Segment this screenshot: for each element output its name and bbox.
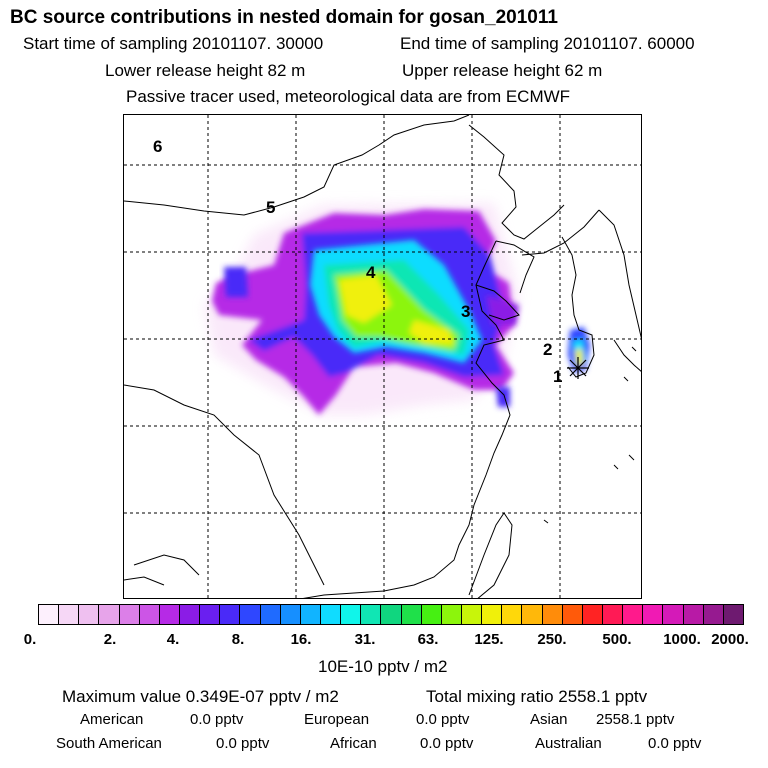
- map-panel: 1 2 3 4 5 6: [123, 114, 642, 599]
- colorbar-tick: 250.: [537, 631, 567, 648]
- asian-label: Asian: [530, 711, 568, 728]
- colorbar-segment: [39, 605, 60, 624]
- colorbar-segment: [341, 605, 362, 624]
- colorbar-tick: 2.: [103, 631, 117, 648]
- colorbar-tick: 8.: [231, 631, 245, 648]
- australian-label: Australian: [535, 735, 602, 752]
- colorbar-segment: [723, 605, 743, 624]
- colorbar-tick: 2000.: [711, 631, 749, 648]
- colorbar-segment: [99, 605, 120, 624]
- max-value-text: Maximum value 0.349E-07 pptv / m2: [62, 687, 339, 706]
- colorbar-segment: [683, 605, 704, 624]
- korea-hotspot: [568, 327, 590, 373]
- tracer-note: Passive tracer used, meteorological data…: [126, 87, 571, 106]
- page-title: BC source contributions in nested domain…: [10, 7, 558, 28]
- south-american-value: 0.0 pptv: [216, 735, 270, 752]
- colorbar-segment: [461, 605, 483, 624]
- colorbar-segment: [623, 605, 644, 624]
- colorbar-tick: 0.: [23, 631, 37, 648]
- lat-lon-grid: [124, 115, 641, 598]
- colorbar-segment: [562, 605, 583, 624]
- colorbar-segment: [220, 605, 241, 624]
- colorbar-segment: [260, 605, 281, 624]
- colorbar-segment: [179, 605, 201, 624]
- colorbar-tick: 4.: [166, 631, 180, 648]
- colorbar-segment: [381, 605, 402, 624]
- colorbar-segment: [703, 605, 724, 624]
- american-label: American: [80, 711, 144, 728]
- coastlines: [124, 115, 641, 598]
- colorbar-segment: [582, 605, 603, 624]
- point-label-5: 5: [266, 198, 276, 217]
- colorbar-segment: [361, 605, 382, 624]
- colorbar-segment: [240, 605, 261, 624]
- colorbar-segment: [421, 605, 442, 624]
- colorbar-segment: [320, 605, 342, 624]
- colorbar-segment: [79, 605, 100, 624]
- colorbar-segment: [602, 605, 624, 624]
- colorbar-segment: [502, 605, 523, 624]
- european-label: European: [304, 711, 370, 728]
- colorbar-segment: [139, 605, 160, 624]
- colorbar-tick: 31.: [354, 631, 376, 648]
- colorbar-segment: [300, 605, 321, 624]
- colorbar-segment: [401, 605, 422, 624]
- colorbar-segment: [441, 605, 462, 624]
- end-time-text: End time of sampling 20101107. 60000: [400, 34, 695, 53]
- african-value: 0.0 pptv: [420, 735, 474, 752]
- colorbar-segment: [119, 605, 140, 624]
- colorbar-tick: 16.: [290, 631, 312, 648]
- african-label: African: [330, 735, 377, 752]
- colorbar-tick: 1000.: [663, 631, 701, 648]
- colorbar-segment: [522, 605, 543, 624]
- colorbar-tick: 63.: [417, 631, 439, 648]
- colorbar-segment: [643, 605, 664, 624]
- point-label-2: 2: [543, 340, 553, 359]
- map-svg: [124, 115, 641, 598]
- point-label-1: 1: [553, 367, 563, 386]
- asian-value: 2558.1 pptv: [596, 711, 675, 728]
- australian-value: 0.0 pptv: [648, 735, 702, 752]
- west-blob: [224, 267, 248, 297]
- colorbar-segment: [663, 605, 684, 624]
- point-label-4: 4: [366, 263, 376, 282]
- lower-release-text: Lower release height 82 m: [105, 61, 306, 80]
- south-american-label: South American: [56, 735, 162, 752]
- plume-core: [310, 240, 482, 363]
- european-value: 0.0 pptv: [416, 711, 470, 728]
- point-label-3: 3: [461, 302, 471, 321]
- colorbar: [38, 604, 744, 625]
- colorbar-unit: 10E-10 pptv / m2: [318, 657, 448, 676]
- colorbar-segment: [280, 605, 301, 624]
- colorbar-segment: [200, 605, 221, 624]
- upper-release-text: Upper release height 62 m: [402, 61, 603, 80]
- american-value: 0.0 pptv: [190, 711, 244, 728]
- colorbar-tick: 500.: [602, 631, 632, 648]
- colorbar-tick: 125.: [474, 631, 504, 648]
- star-icon: [567, 357, 589, 379]
- colorbar-segment: [482, 605, 503, 624]
- colorbar-segment: [59, 605, 80, 624]
- total-mixing-text: Total mixing ratio 2558.1 pptv: [426, 687, 648, 706]
- concentration-field: [204, 203, 590, 415]
- colorbar-segment: [542, 605, 563, 624]
- start-time-text: Start time of sampling 20101107. 30000: [23, 34, 324, 53]
- point-label-6: 6: [153, 137, 163, 156]
- colorbar-segment: [159, 605, 180, 624]
